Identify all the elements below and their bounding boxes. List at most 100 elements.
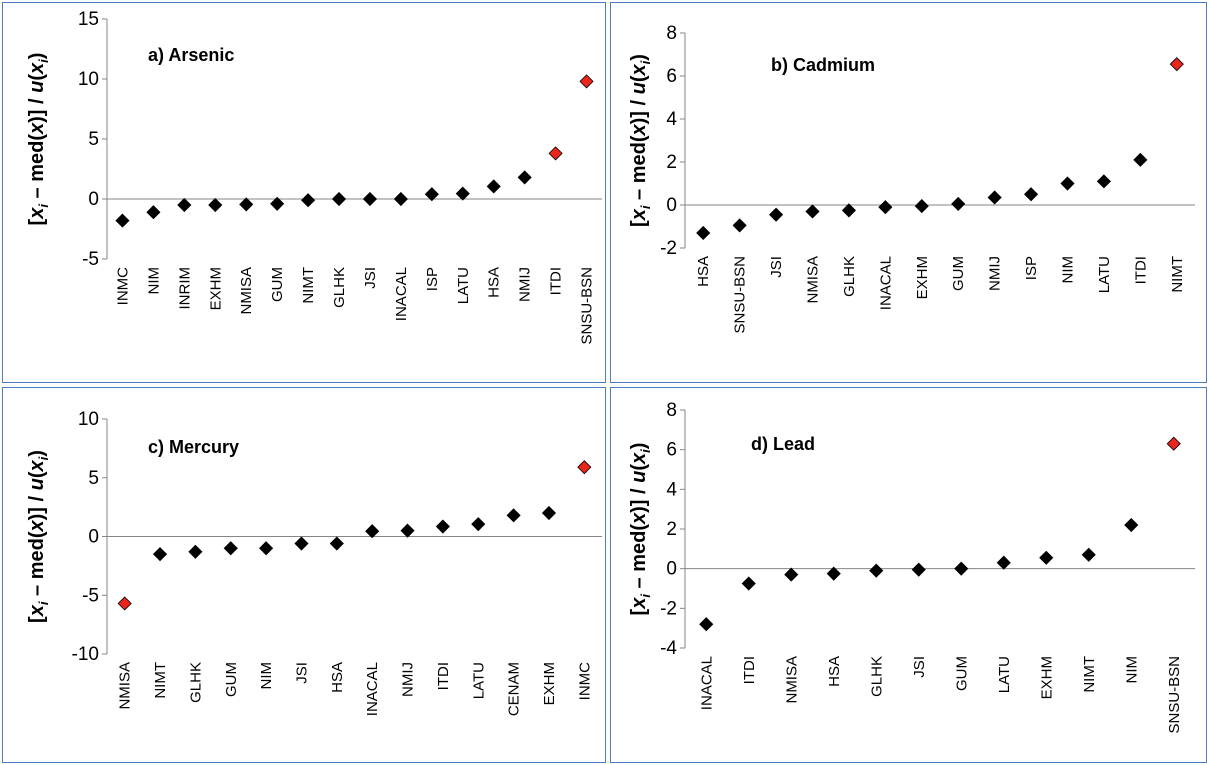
y-axis-label: [xi – med(x)] / u(xi) bbox=[26, 53, 51, 226]
data-point bbox=[954, 561, 969, 576]
y-tick-label: 6 bbox=[666, 66, 677, 87]
category-label: GLHK bbox=[331, 267, 348, 308]
panel-title: b) Cadmium bbox=[771, 55, 875, 75]
data-point bbox=[115, 213, 130, 228]
y-tick-label: 0 bbox=[666, 559, 677, 580]
category-label: INACAL bbox=[393, 267, 410, 321]
category-label: JSI bbox=[911, 656, 928, 678]
data-point bbox=[696, 225, 711, 241]
panel-lead: -4 -2 0 2 4 6 8 INACAL ITDI NMISA HSA GLHK JSI GUM LAT… bbox=[610, 387, 1207, 763]
category-label: LATU bbox=[996, 656, 1013, 693]
data-point bbox=[294, 536, 309, 551]
data-point bbox=[1124, 517, 1139, 533]
data-point bbox=[1096, 174, 1111, 189]
data-point bbox=[424, 187, 439, 202]
y-tick-label: -5 bbox=[82, 585, 99, 606]
panel-mercury: -10 -5 0 5 10 NMISA NIMT GLHK GUM NIM JSI HSA INACAL… bbox=[2, 387, 606, 763]
category-label: NMISA bbox=[238, 267, 255, 315]
data-point bbox=[301, 193, 316, 208]
y-tick-label: 2 bbox=[666, 519, 677, 540]
category-label: HSA bbox=[826, 656, 843, 687]
category-label: ITDI bbox=[435, 662, 452, 690]
data-point bbox=[270, 196, 285, 211]
category-label: INACAL bbox=[877, 256, 894, 310]
y-tick-label: 8 bbox=[666, 400, 677, 421]
category-label: LATU bbox=[455, 267, 472, 304]
category-label: ISP bbox=[424, 267, 441, 291]
y-axis-label: [xi – med(x)] / u(xi) bbox=[26, 450, 51, 623]
outlier-point bbox=[577, 460, 592, 475]
category-label: ITDI bbox=[1132, 256, 1149, 284]
category-label: HSA bbox=[486, 267, 503, 298]
outlier-point bbox=[1169, 57, 1184, 72]
y-tick-label: -5 bbox=[82, 249, 99, 270]
category-label: GUM bbox=[950, 256, 967, 291]
category-label: INRIM bbox=[176, 267, 193, 310]
y-tick-label: -2 bbox=[660, 598, 677, 619]
data-point bbox=[365, 524, 380, 539]
data-point bbox=[223, 541, 238, 556]
y-tick-label: -4 bbox=[660, 638, 677, 659]
data-point bbox=[259, 541, 274, 556]
data-point bbox=[1081, 547, 1096, 562]
chart-svg: -4 -2 0 2 4 6 8 INACAL ITDI NMISA HSA GLHK JSI GUM LAT… bbox=[628, 400, 1195, 734]
data-point bbox=[869, 563, 884, 578]
category-label: NMISA bbox=[117, 662, 134, 710]
category-label: NIMT bbox=[1169, 256, 1186, 293]
y-tick-label: 4 bbox=[666, 479, 677, 500]
chart-svg: -5 0 5 10 15 INMC NIM INRIM EXHM NMISA GUM NIMT GLHK… bbox=[26, 9, 602, 345]
data-point bbox=[208, 197, 223, 213]
outlier-point bbox=[579, 74, 594, 89]
category-label: ISP bbox=[1023, 256, 1040, 280]
category-label: ITDI bbox=[741, 656, 758, 684]
y-tick-label: 15 bbox=[78, 9, 99, 30]
outlier-point bbox=[548, 146, 563, 161]
y-tick-label: 5 bbox=[88, 468, 99, 489]
category-label: NIMT bbox=[300, 267, 317, 304]
data-point bbox=[1060, 176, 1075, 191]
data-point bbox=[331, 191, 347, 207]
category-label: NMIJ bbox=[987, 256, 1004, 291]
category-label: JSI bbox=[768, 256, 785, 278]
y-tick-label: 10 bbox=[78, 69, 99, 90]
data-point bbox=[1133, 152, 1148, 167]
y-axis-label: [xi – med(x)] / u(xi) bbox=[628, 54, 653, 227]
category-label: GLHK bbox=[841, 256, 858, 297]
panel-arsenic: -5 0 5 10 15 INMC NIM INRIM EXHM NMISA GUM NIMT GLHK… bbox=[2, 2, 606, 383]
category-label: SNSU-BSN bbox=[579, 267, 596, 345]
data-point bbox=[188, 544, 203, 559]
category-label: HSA bbox=[329, 662, 346, 693]
category-label: CENAM bbox=[506, 662, 523, 716]
category-label: NIM bbox=[145, 267, 162, 295]
outlier-point bbox=[117, 596, 132, 611]
category-label: GUM bbox=[269, 267, 286, 302]
category-label: SNSU-BSN bbox=[732, 256, 749, 334]
category-label: GLHK bbox=[868, 656, 885, 697]
category-label: LATU bbox=[1096, 256, 1113, 293]
data-point bbox=[393, 191, 408, 207]
category-label: NMISA bbox=[805, 256, 822, 304]
data-point bbox=[506, 508, 521, 523]
category-label: GLHK bbox=[187, 662, 204, 703]
category-label: NIM bbox=[1123, 656, 1140, 684]
data-point bbox=[471, 517, 486, 532]
category-label: HSA bbox=[695, 256, 712, 287]
data-point bbox=[239, 197, 254, 212]
y-tick-label: 6 bbox=[666, 440, 677, 461]
category-label: GUM bbox=[953, 656, 970, 691]
category-label: EXHM bbox=[914, 256, 931, 299]
data-point bbox=[435, 519, 450, 534]
y-axis-label: [xi – med(x)] / u(xi) bbox=[628, 443, 653, 616]
data-point bbox=[400, 523, 415, 538]
category-label: INACAL bbox=[364, 662, 381, 716]
data-point bbox=[987, 190, 1002, 205]
data-point bbox=[914, 199, 929, 214]
category-label: INACAL bbox=[698, 656, 715, 710]
y-tick-label: -10 bbox=[72, 644, 99, 665]
category-label: EXHM bbox=[207, 267, 224, 310]
y-tick-label: 5 bbox=[88, 129, 99, 150]
data-point bbox=[177, 197, 192, 213]
panel-title: c) Mercury bbox=[148, 437, 239, 457]
data-point bbox=[455, 186, 470, 201]
data-point bbox=[732, 218, 747, 233]
